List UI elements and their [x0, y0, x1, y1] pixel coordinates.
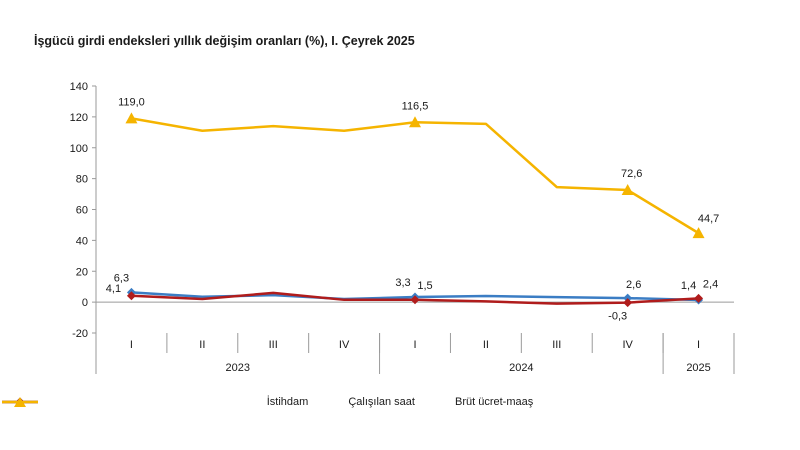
legend-label: Çalışılan saat — [348, 396, 415, 408]
legend-item: İstihdam — [2, 396, 309, 408]
data-point — [621, 184, 634, 196]
year-label: 2024 — [509, 362, 533, 374]
x-tick-label: III — [269, 339, 278, 351]
y-tick-label: 100 — [70, 143, 88, 155]
data-label: 116,5 — [402, 100, 429, 112]
data-label: 2,4 — [703, 278, 718, 290]
y-tick-label: 60 — [76, 205, 88, 217]
x-tick-label: I — [130, 339, 133, 351]
x-tick-label: IV — [622, 339, 633, 351]
data-point — [410, 295, 420, 305]
legend-item: Brüt ücret-maaş — [2, 396, 534, 408]
data-label: 119,0 — [118, 96, 145, 108]
x-tick-label: III — [552, 339, 561, 351]
data-point — [409, 116, 421, 128]
data-label: 72,6 — [621, 168, 642, 180]
data-point — [692, 227, 705, 239]
data-label: 6,3 — [114, 272, 129, 284]
chart-legend: İstihdam Çalışılan saat Brüt ücret-maaş — [0, 396, 800, 408]
data-label: 2,6 — [626, 279, 641, 291]
data-point — [623, 298, 633, 308]
year-label: 2023 — [226, 362, 250, 374]
data-label: 3,3 — [395, 277, 410, 289]
y-tick-label: 120 — [70, 112, 88, 124]
chart-title: İşgücü girdi endeksleri yıllık değişim o… — [34, 34, 415, 48]
data-point — [126, 291, 136, 301]
data-label: 1,5 — [417, 280, 432, 292]
data-point — [694, 293, 704, 303]
y-tick-label: 40 — [76, 235, 88, 247]
legend-item: Çalışılan saat — [2, 396, 415, 408]
legend-label: Brüt ücret-maaş — [454, 396, 534, 408]
legend-label: İstihdam — [266, 396, 309, 408]
x-tick-label: I — [413, 339, 416, 351]
data-label: 4,1 — [106, 283, 121, 295]
legend-swatch — [2, 397, 38, 407]
data-label: -0,3 — [608, 311, 627, 323]
x-tick-label: II — [199, 339, 205, 351]
y-tick-label: -20 — [72, 328, 88, 340]
y-tick-label: 140 — [70, 81, 88, 93]
series-line — [131, 117, 700, 235]
x-tick-label: IV — [339, 339, 350, 351]
data-label: 1,4 — [681, 280, 696, 292]
y-tick-label: 80 — [76, 174, 88, 186]
x-tick-label: II — [483, 339, 489, 351]
y-tick-label: 0 — [82, 297, 88, 309]
data-point — [125, 112, 138, 124]
y-tick-label: 20 — [76, 266, 88, 278]
data-label: 44,7 — [698, 213, 719, 225]
year-label: 2025 — [686, 362, 710, 374]
x-tick-label: I — [697, 339, 700, 351]
